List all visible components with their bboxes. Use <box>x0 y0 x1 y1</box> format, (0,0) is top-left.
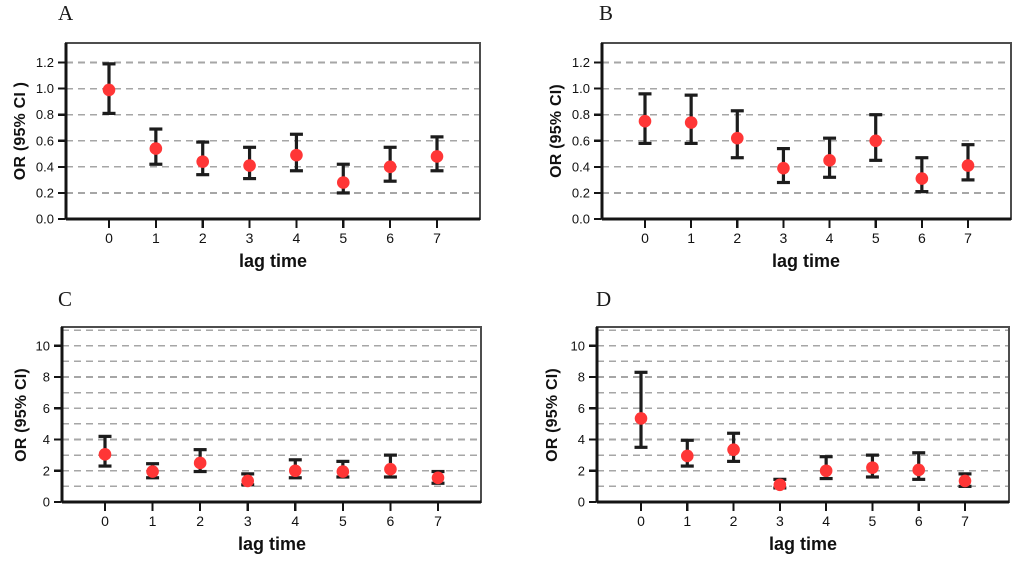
svg-text:3: 3 <box>246 230 254 246</box>
svg-text:8: 8 <box>578 370 585 385</box>
svg-text:0: 0 <box>578 495 585 510</box>
panel-d-letter: D <box>596 287 612 311</box>
svg-text:0.4: 0.4 <box>36 159 54 174</box>
svg-text:0.6: 0.6 <box>36 133 54 148</box>
panel-b: 0.0 0.2 0.4 0.6 0.8 1.0 1.2 0 1 2 3 4 5 6 7 B OR (95% … <box>512 0 1024 283</box>
panel-c: 0 2 4 6 8 10 0 1 2 3 4 5 6 7 C OR (95% CI) lag time <box>0 283 512 566</box>
svg-text:4: 4 <box>578 432 585 447</box>
svg-text:3: 3 <box>244 513 252 529</box>
panel-b-letter: B <box>599 1 614 25</box>
svg-text:2: 2 <box>196 513 204 529</box>
svg-text:0.2: 0.2 <box>572 185 590 200</box>
svg-text:2: 2 <box>730 513 738 529</box>
panel-a: 0.0 0.2 0.4 0.6 0.8 1.0 1.2 0 1 2 3 4 5 6 7 A OR (95% … <box>0 0 512 283</box>
svg-text:6: 6 <box>387 513 395 529</box>
svg-text:5: 5 <box>872 230 880 246</box>
plot-area-c: 0 2 4 6 8 10 0 1 2 3 4 5 6 7 <box>36 325 483 529</box>
svg-text:8: 8 <box>43 370 50 385</box>
svg-text:7: 7 <box>964 230 972 246</box>
svg-text:6: 6 <box>915 513 923 529</box>
svg-text:2: 2 <box>578 463 585 478</box>
y-axis-title-a: OR (95% CI ) <box>12 81 29 181</box>
svg-text:0.8: 0.8 <box>36 107 54 122</box>
panel-a-letter: A <box>58 1 74 25</box>
svg-text:6: 6 <box>386 230 394 246</box>
y-axis-title-b: OR (95% CI) <box>548 84 565 178</box>
svg-text:0: 0 <box>637 513 645 529</box>
svg-text:0.8: 0.8 <box>572 107 590 122</box>
svg-text:0.0: 0.0 <box>572 212 590 227</box>
svg-text:3: 3 <box>780 230 788 246</box>
y-axis-title-c: OR (95% CI) <box>13 368 30 462</box>
svg-text:5: 5 <box>339 230 347 246</box>
svg-text:1.0: 1.0 <box>572 81 590 96</box>
svg-text:6: 6 <box>918 230 926 246</box>
svg-text:10: 10 <box>36 338 50 353</box>
svg-text:7: 7 <box>433 230 441 246</box>
panel-c-letter: C <box>58 287 73 311</box>
svg-text:1.2: 1.2 <box>572 55 590 70</box>
svg-text:3: 3 <box>776 513 784 529</box>
svg-text:4: 4 <box>291 513 299 529</box>
svg-text:7: 7 <box>434 513 442 529</box>
svg-text:10: 10 <box>571 338 585 353</box>
svg-text:5: 5 <box>869 513 877 529</box>
svg-text:0: 0 <box>105 230 113 246</box>
plot-area-a: 0.0 0.2 0.4 0.6 0.8 1.0 1.2 0 1 2 3 4 5 6 7 <box>36 41 482 246</box>
svg-text:0.2: 0.2 <box>36 185 54 200</box>
y-axis-title-d: OR (95% CI) <box>544 368 561 462</box>
svg-text:7: 7 <box>961 513 969 529</box>
plot-area-d: 0 2 4 6 8 10 0 1 2 3 4 5 6 7 <box>571 325 1011 529</box>
svg-text:6: 6 <box>578 401 585 416</box>
svg-text:1.0: 1.0 <box>36 81 54 96</box>
svg-text:1: 1 <box>149 513 157 529</box>
svg-text:1.2: 1.2 <box>36 55 54 70</box>
svg-text:1: 1 <box>683 513 691 529</box>
svg-text:0.6: 0.6 <box>572 133 590 148</box>
svg-text:0.0: 0.0 <box>36 212 54 227</box>
svg-text:4: 4 <box>822 513 830 529</box>
panel-d: 0 2 4 6 8 10 0 1 2 3 4 5 6 7 D OR (95% CI) lag time <box>512 283 1024 566</box>
svg-text:2: 2 <box>43 463 50 478</box>
svg-text:0: 0 <box>43 495 50 510</box>
plot-area-b: 0.0 0.2 0.4 0.6 0.8 1.0 1.2 0 1 2 3 4 5 6 7 <box>572 41 1013 246</box>
x-axis-title-c: lag time <box>237 534 307 554</box>
svg-text:5: 5 <box>339 513 347 529</box>
x-axis-title-d: lag time <box>768 534 838 554</box>
x-axis-title-a: lag time <box>238 251 308 271</box>
svg-text:4: 4 <box>826 230 834 246</box>
svg-text:0.4: 0.4 <box>572 159 590 174</box>
svg-text:0: 0 <box>101 513 109 529</box>
svg-text:2: 2 <box>199 230 207 246</box>
x-axis-title-b: lag time <box>771 251 841 271</box>
svg-text:4: 4 <box>293 230 301 246</box>
svg-text:6: 6 <box>43 401 50 416</box>
svg-text:4: 4 <box>43 432 50 447</box>
svg-text:2: 2 <box>733 230 741 246</box>
svg-text:1: 1 <box>152 230 160 246</box>
svg-text:0: 0 <box>641 230 649 246</box>
svg-text:1: 1 <box>687 230 695 246</box>
